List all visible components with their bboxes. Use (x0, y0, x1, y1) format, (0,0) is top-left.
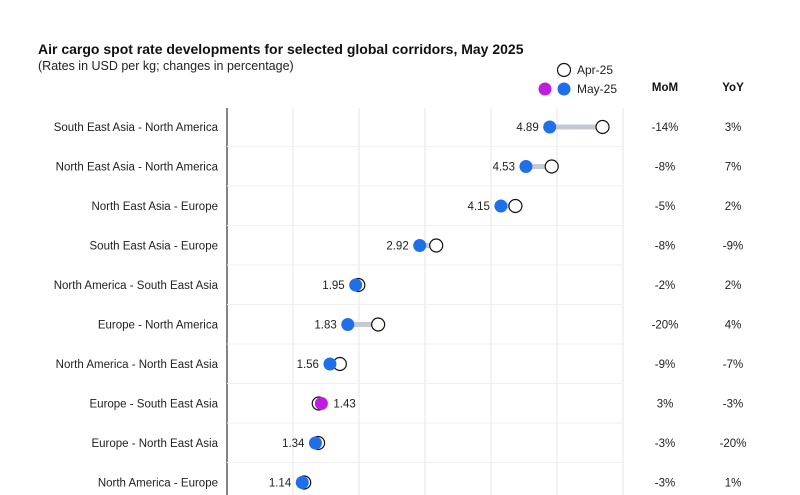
category-label: South East Asia - Europe (90, 241, 219, 253)
category-label: North America - Europe (98, 478, 218, 490)
may-point (349, 278, 363, 292)
value-label: 1.34 (282, 438, 305, 450)
mom-value: -9% (655, 359, 675, 371)
apr-point (371, 317, 386, 332)
apr-point (508, 198, 523, 214)
may-point (314, 397, 328, 410)
category-label: North America - South East Asia (54, 280, 219, 292)
may-point (494, 199, 508, 213)
may-point (323, 357, 337, 371)
chart-title: Air cargo spot rate developments for sel… (38, 41, 524, 57)
category-label: Europe - South East Asia (90, 399, 219, 411)
mom-value: -20% (652, 320, 679, 332)
mom-value: -5% (655, 201, 675, 213)
legend-may-label: May-25 (577, 82, 617, 96)
legend: Apr-25 May-25 (538, 62, 617, 96)
value-label: 1.83 (314, 320, 336, 332)
legend-may-marker (557, 82, 571, 96)
legend-apr-label: Apr-25 (577, 63, 613, 77)
value-label: 1.95 (322, 280, 344, 292)
rows: South East Asia - North America 4.89 -14% 3… (54, 119, 747, 490)
gridlines (292, 108, 624, 495)
value-label: 2.92 (386, 241, 408, 253)
category-label: North East Asia - Europe (91, 201, 218, 213)
apr-point (595, 119, 610, 135)
category-label: Europe - North America (98, 320, 219, 332)
may-point (519, 160, 533, 173)
value-label: 1.43 (333, 399, 355, 411)
yoy-value: 2% (725, 201, 742, 213)
yoy-value: 1% (725, 478, 742, 490)
may-point (308, 436, 322, 450)
value-label: 4.15 (468, 201, 490, 213)
yoy-value: -3% (723, 399, 743, 411)
legend-may-highlight-marker (538, 82, 552, 96)
may-point (543, 120, 557, 134)
may-point (341, 318, 355, 331)
category-label: South East Asia - North America (54, 122, 219, 134)
apr-point (544, 159, 559, 174)
may-point (413, 239, 427, 252)
yoy-value: 2% (725, 280, 742, 292)
value-label: 1.14 (269, 478, 292, 490)
yoy-value: -20% (720, 438, 747, 450)
column-header-yoy: YoY (722, 82, 744, 94)
value-label: 4.89 (516, 122, 538, 134)
value-label: 1.56 (297, 359, 319, 371)
category-label: North America - North East Asia (56, 359, 219, 371)
yoy-value: 3% (725, 122, 742, 134)
mom-value: -3% (655, 478, 675, 490)
may-point (295, 476, 309, 489)
legend-apr-marker (556, 62, 572, 78)
mom-value: -8% (655, 241, 675, 253)
yoy-value: -7% (723, 359, 743, 371)
mom-value: -8% (655, 162, 675, 174)
yoy-value: -9% (723, 241, 743, 253)
column-header-mom: MoM (652, 82, 678, 94)
value-label: 4.53 (493, 162, 515, 174)
chart-subtitle: (Rates in USD per kg; changes in percent… (38, 59, 294, 73)
yoy-value: 4% (725, 320, 742, 332)
mom-value: -3% (655, 438, 675, 450)
category-label: North East Asia - North America (56, 162, 219, 174)
mom-value: 3% (657, 399, 674, 411)
mom-value: -2% (655, 280, 675, 292)
apr-point (429, 238, 444, 253)
mom-value: -14% (652, 122, 679, 134)
yoy-value: 7% (725, 162, 742, 174)
category-label: Europe - North East Asia (91, 438, 218, 450)
